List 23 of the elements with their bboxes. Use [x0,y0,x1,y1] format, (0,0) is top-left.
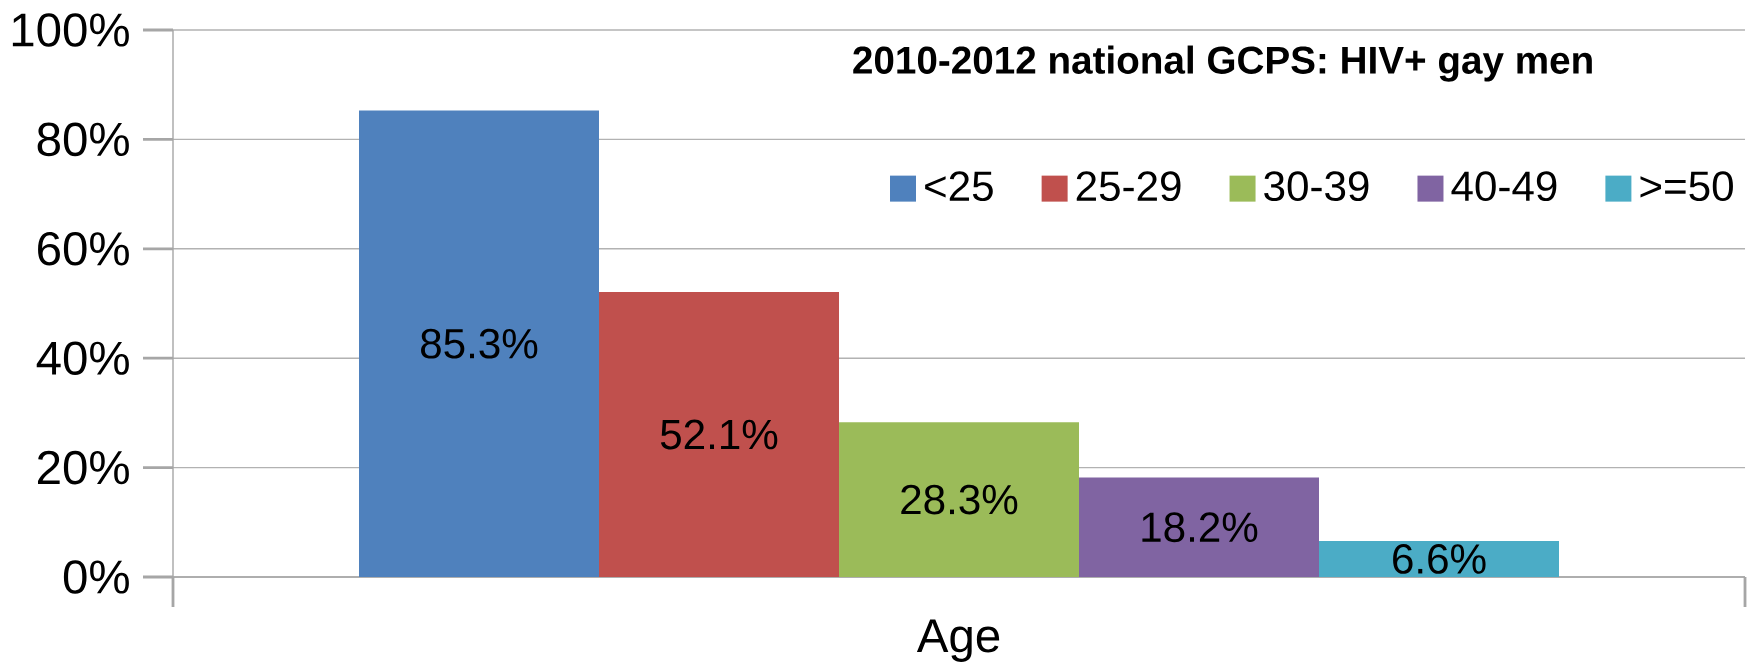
y-tick-label: 60% [38,232,129,266]
bar [1319,540,1559,577]
bar [359,110,599,577]
legend-label: 40-49 [1451,171,1557,202]
data-label: 18.2% [1142,512,1258,543]
data-label: 28.3% [901,484,1018,515]
y-tick-label: 0% [63,560,129,594]
data-label: 6.6% [1393,544,1486,574]
y-tick-label: 80% [37,122,129,157]
bar [599,292,840,577]
bar [839,422,1080,577]
y-tick-label: 20% [37,450,129,485]
legend-label: <25 [925,171,993,202]
chart-title: 2010-2012 national GCPS: HIV+ gay men [853,45,1592,82]
x-tick-label: Age [916,619,1000,662]
legend-label: 30-39 [1264,171,1369,202]
legend-label: 25-29 [1076,171,1181,202]
y-tick-label: 40% [36,341,129,375]
y-tick-label: 100% [12,13,129,47]
legend-label: >=50 [1640,171,1733,202]
data-label: 52.1% [660,419,778,450]
bar [1079,477,1319,577]
data-label: 85.3% [421,328,538,359]
